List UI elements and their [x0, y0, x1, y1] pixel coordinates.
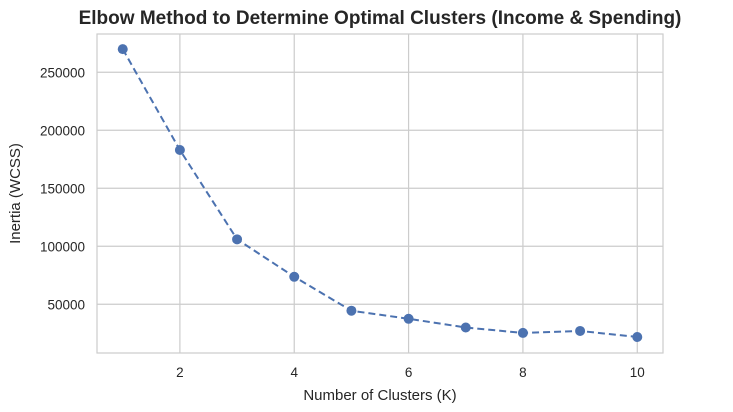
grid — [97, 34, 663, 353]
chart-title: Elbow Method to Determine Optimal Cluste… — [79, 8, 682, 29]
series — [117, 44, 643, 342]
x-tick-label: 2 — [176, 365, 184, 380]
series-line — [121, 48, 638, 338]
data-point-k6 — [403, 313, 414, 324]
y-tick-label: 100000 — [40, 239, 85, 254]
x-tick-label: 10 — [630, 365, 645, 380]
tick-labels: 2 4 6 8 10 50000 100000 150000 200000 250000 — [40, 65, 645, 380]
y-axis-label: Inertia (WCSS) — [7, 143, 24, 244]
y-tick-label: 150000 — [40, 181, 85, 196]
x-axis-label: Number of Clusters (K) — [303, 387, 456, 404]
data-point-k4 — [289, 271, 300, 282]
data-point-k1 — [117, 44, 128, 55]
data-point-k3 — [232, 234, 243, 245]
x-tick-label: 4 — [290, 365, 298, 380]
plot-area-frame — [96, 33, 664, 354]
y-tick-label: 200000 — [40, 123, 85, 138]
x-tick-label: 8 — [519, 365, 527, 380]
data-point-k7 — [460, 322, 471, 333]
y-tick-label: 50000 — [47, 297, 85, 312]
x-tick-label: 6 — [405, 365, 413, 380]
data-point-k9 — [575, 325, 586, 336]
data-point-k8 — [517, 327, 528, 338]
data-point-k10 — [632, 331, 643, 342]
data-point-k5 — [346, 305, 357, 316]
y-tick-label: 250000 — [40, 65, 85, 80]
data-point-k2 — [174, 145, 185, 155]
